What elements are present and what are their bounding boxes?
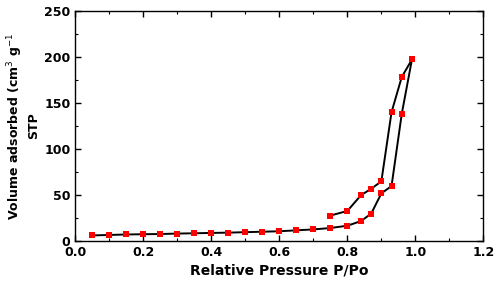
Y-axis label: Volume adsorbed (cm$^3$ g$^{-1}$
STP: Volume adsorbed (cm$^3$ g$^{-1}$ STP	[6, 32, 40, 220]
X-axis label: Relative Pressure P/Po: Relative Pressure P/Po	[190, 263, 368, 277]
